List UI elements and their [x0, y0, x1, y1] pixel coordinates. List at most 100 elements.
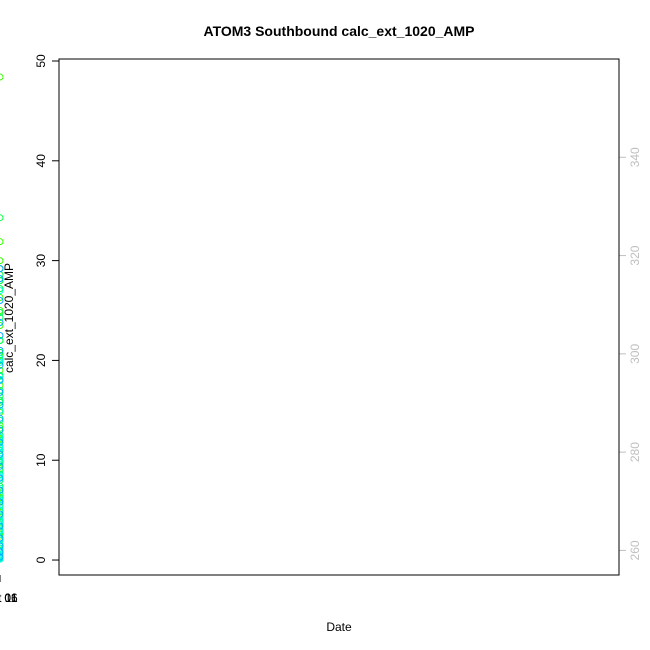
left-axis-tick-label: 0 [34, 556, 48, 563]
data-point [0, 503, 4, 511]
data-point [0, 482, 4, 490]
data-point [0, 444, 4, 452]
data-point [0, 551, 4, 559]
data-point [0, 354, 4, 362]
data-point [0, 319, 4, 326]
point-cluster-9 [0, 265, 4, 561]
right-axis-tick-label: 320 [628, 245, 642, 265]
data-point [0, 348, 4, 356]
data-point [0, 530, 4, 538]
left-axis-tick-label: 30 [34, 254, 48, 268]
data-point [0, 214, 4, 222]
left-axis-tick-label: 40 [34, 154, 48, 168]
data-point [0, 416, 4, 424]
data-point [0, 450, 4, 458]
data-point [0, 510, 4, 518]
data-point [0, 424, 4, 432]
scatter-points [0, 73, 4, 563]
data-point [0, 442, 4, 450]
data-point [0, 526, 4, 534]
data-point [0, 454, 4, 462]
data-point [0, 351, 4, 359]
left-axis-tick-label: 20 [34, 353, 48, 367]
data-point [0, 414, 4, 422]
data-point [0, 265, 4, 273]
data-point [0, 446, 4, 454]
data-point [0, 356, 4, 364]
data-point [0, 457, 4, 465]
data-point [0, 257, 4, 265]
data-point [0, 366, 4, 374]
data-point [0, 332, 4, 339]
data-point [0, 297, 4, 304]
x-axis-tick-label: Oct 11 [0, 591, 18, 605]
data-point [0, 520, 4, 528]
data-point [0, 476, 4, 484]
data-point [0, 386, 4, 394]
right-axis-tick-label: 340 [628, 147, 642, 167]
left-axis-tick-label: 10 [34, 453, 48, 467]
right-axis-tick-label: 260 [628, 540, 642, 560]
data-point [0, 486, 4, 494]
data-point [0, 421, 4, 429]
data-point [0, 277, 4, 285]
data-point [0, 322, 4, 329]
data-point [0, 388, 4, 396]
data-point [0, 433, 4, 441]
data-point [0, 501, 4, 509]
x-axis-label: Date [326, 620, 352, 634]
data-point [0, 396, 4, 404]
data-point [0, 474, 4, 482]
data-point [0, 466, 4, 474]
data-point [0, 285, 4, 293]
data-point [0, 452, 4, 460]
data-point [0, 307, 4, 314]
x-axis-tick-label: Oct 01 [0, 591, 18, 605]
x-axis-tick-label: Oct 06 [0, 591, 18, 605]
data-point [0, 508, 4, 516]
data-point [0, 532, 4, 540]
data-point [0, 542, 4, 550]
data-point [0, 406, 4, 414]
data-point [0, 426, 4, 434]
data-point [0, 534, 4, 542]
data-point [0, 408, 4, 416]
data-point [0, 460, 4, 468]
data-point [0, 553, 4, 561]
data-point [0, 494, 4, 502]
data-point [0, 361, 4, 369]
data-point [0, 73, 4, 81]
right-axis-tick-label: 280 [628, 442, 642, 462]
data-point [0, 544, 4, 552]
data-point [0, 309, 4, 316]
data-point [0, 431, 4, 439]
data-point [0, 555, 4, 563]
data-point [0, 436, 4, 444]
data-point [0, 524, 4, 532]
data-point [0, 464, 4, 472]
y-axis-label: calc_ext_1020_AMP [2, 263, 16, 373]
data-point [0, 496, 4, 504]
data-point [0, 401, 4, 409]
data-point [0, 548, 4, 556]
data-point [0, 392, 4, 400]
data-point [0, 489, 4, 497]
data-point [0, 275, 4, 283]
left-axis-tick-label: 50 [34, 54, 48, 68]
data-point [0, 287, 4, 295]
data-point [0, 381, 4, 389]
plot-frame [58, 58, 620, 576]
data-point [0, 346, 4, 354]
data-point [0, 462, 4, 470]
data-point [0, 294, 4, 301]
data-point [0, 271, 4, 279]
data-point [0, 491, 4, 499]
data-point [0, 438, 4, 446]
data-point [0, 522, 4, 530]
right-axis-tick-label: 300 [628, 344, 642, 364]
data-point [0, 471, 4, 479]
data-point [0, 358, 4, 366]
data-point [0, 517, 4, 525]
data-point [0, 506, 4, 514]
